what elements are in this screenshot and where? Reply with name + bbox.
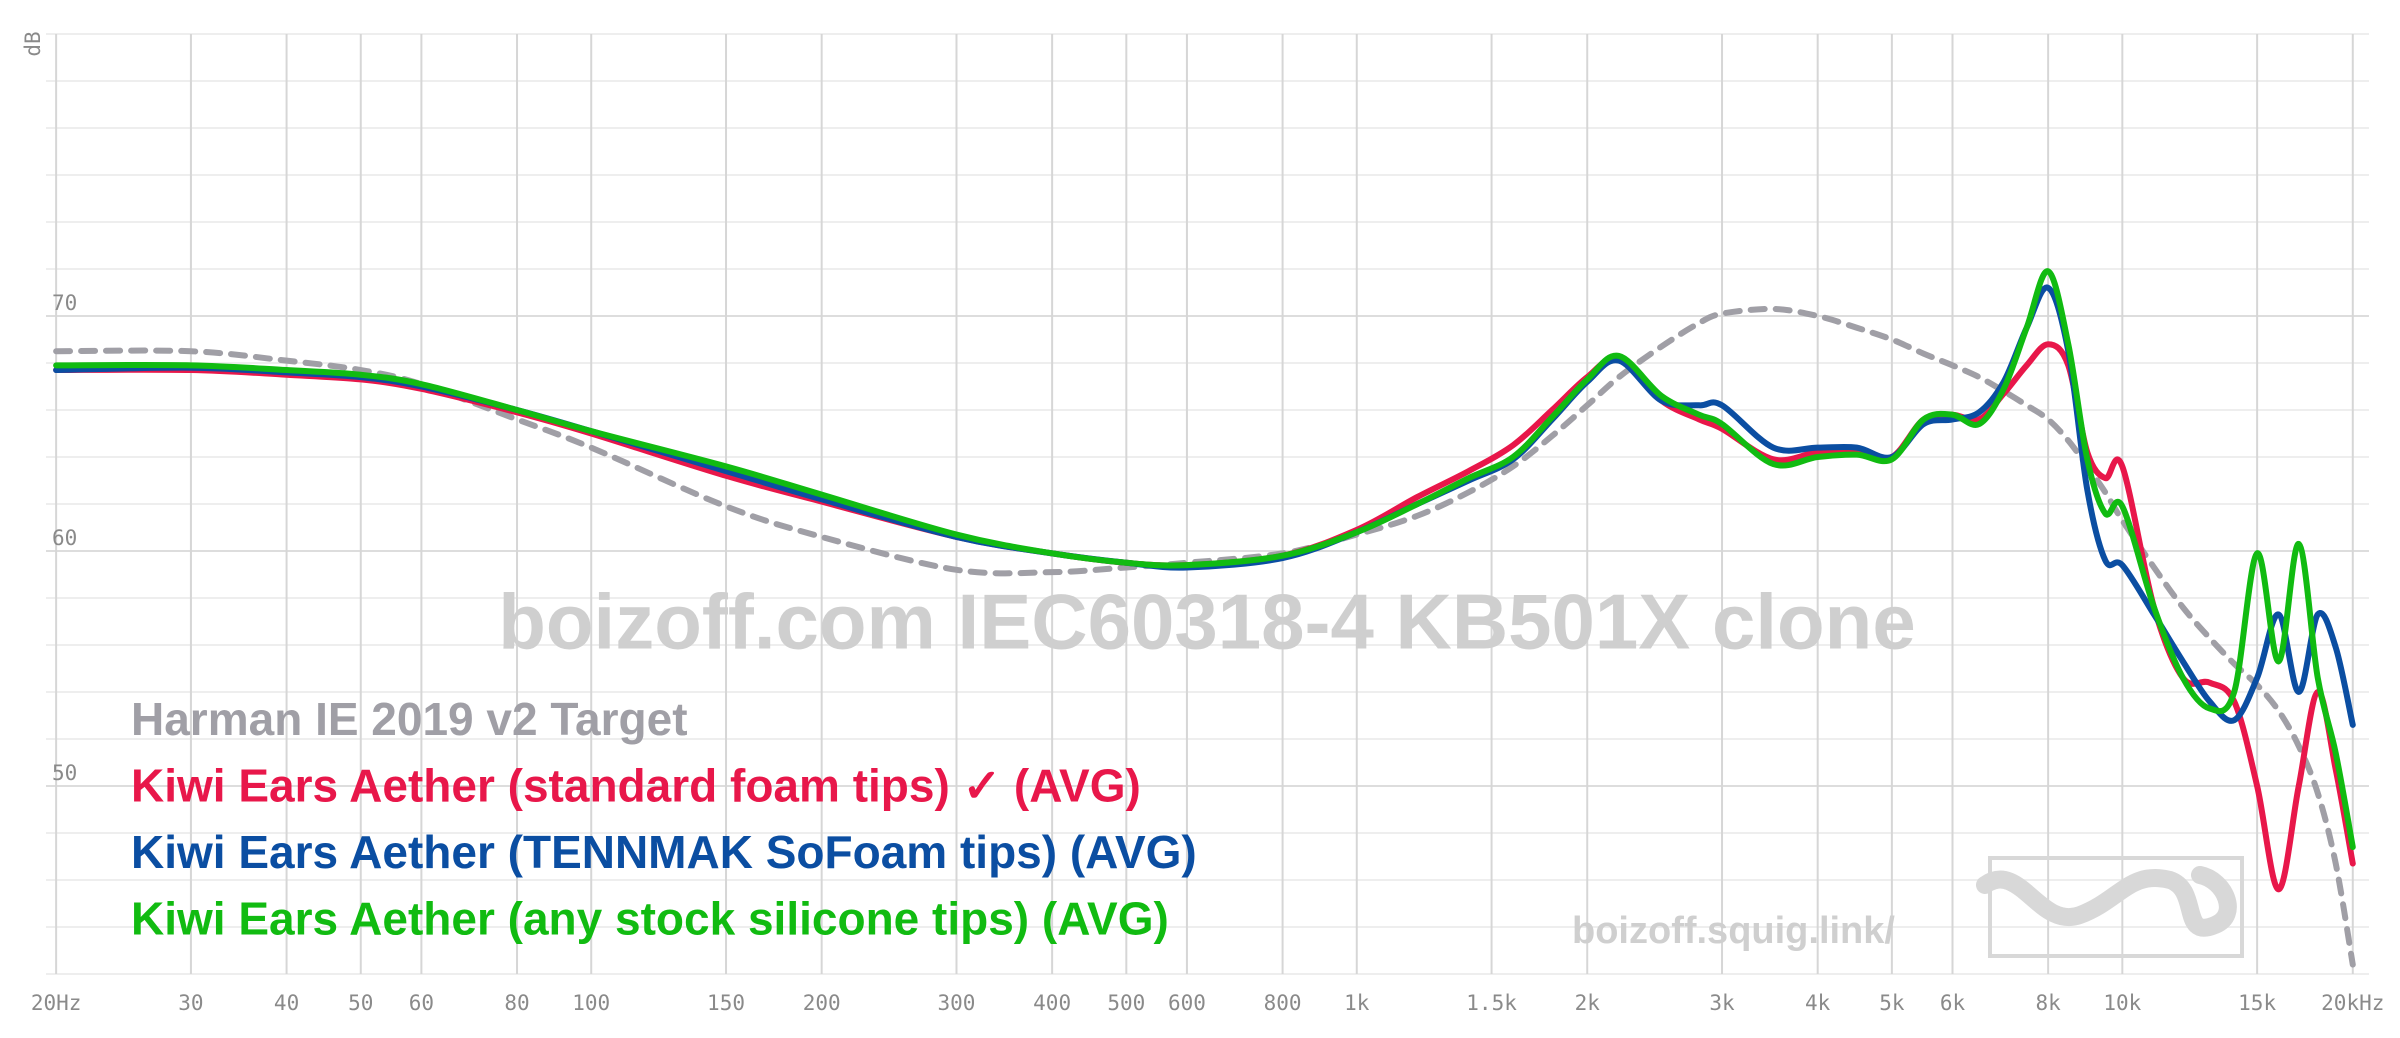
legend: Harman IE 2019 v2 Target Kiwi Ears Aether… xyxy=(131,693,1197,945)
x-tick-label: 150 xyxy=(707,991,745,1015)
x-tick-label: 300 xyxy=(938,991,976,1015)
y-tick-label: 60 xyxy=(52,526,77,550)
x-tick-label: 2k xyxy=(1575,991,1601,1015)
x-tick-label: 60 xyxy=(409,991,434,1015)
x-tick-label: 20Hz xyxy=(31,991,82,1015)
site-watermark: boizoff.squig.link/ xyxy=(1572,910,1895,952)
curves xyxy=(53,268,2356,968)
y-tick-label: 70 xyxy=(52,291,77,315)
x-tick-label: 8k xyxy=(2035,991,2061,1015)
y-tick-label: 50 xyxy=(52,761,77,785)
x-tick-label: 15k xyxy=(2238,991,2276,1015)
x-tick-label: 30 xyxy=(178,991,203,1015)
x-tick-label: 500 xyxy=(1107,991,1145,1015)
x-tick-label: 20kHz xyxy=(2321,991,2384,1015)
x-tick-label: 100 xyxy=(572,991,610,1015)
y-axis-label: dB xyxy=(21,31,45,56)
logo xyxy=(1976,856,2244,958)
target-curve xyxy=(53,305,2356,968)
x-tick-label: 1.5k xyxy=(1466,991,1517,1015)
fr-curve xyxy=(53,284,2356,728)
logo-frame xyxy=(1988,856,2244,958)
x-tick-label: 80 xyxy=(504,991,529,1015)
x-tick-label: 10k xyxy=(2103,991,2141,1015)
fr-curve xyxy=(53,268,2356,851)
x-tick-label: 200 xyxy=(803,991,841,1015)
x-tick-label: 400 xyxy=(1033,991,1071,1015)
x-tick-label: 50 xyxy=(348,991,373,1015)
x-tick-label: 40 xyxy=(274,991,299,1015)
x-tick-label: 800 xyxy=(1264,991,1302,1015)
x-tick-label: 5k xyxy=(1879,991,1905,1015)
x-tick-label: 1k xyxy=(1344,991,1370,1015)
watermark: boizoff.com IEC60318-4 KB501X clone xyxy=(498,578,1915,666)
x-tick-label: 600 xyxy=(1168,991,1206,1015)
grid xyxy=(46,33,2369,975)
legend-entry: Kiwi Ears Aether (any stock silicone tip… xyxy=(131,893,1169,945)
legend-entry: Kiwi Ears Aether (TENNMAK SoFoam tips) (… xyxy=(131,826,1197,878)
x-tick-label: 4k xyxy=(1805,991,1831,1015)
x-tick-label: 3k xyxy=(1709,991,1735,1015)
legend-entry: Kiwi Ears Aether (standard foam tips) ✓ … xyxy=(131,760,1141,812)
x-tick-label: 6k xyxy=(1940,991,1966,1015)
logo-squiggle xyxy=(1976,866,2237,937)
legend-entry: Harman IE 2019 v2 Target xyxy=(131,693,688,745)
